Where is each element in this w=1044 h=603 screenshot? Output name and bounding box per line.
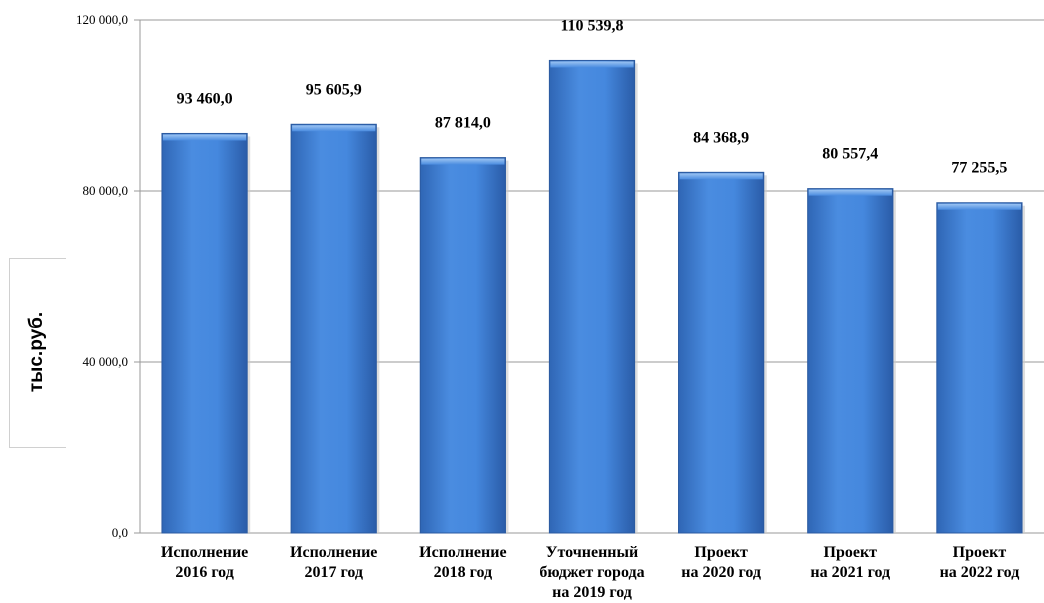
bar-value-label: 77 255,5 [951, 160, 1007, 177]
category-label: Проект на 2020 год [681, 544, 761, 581]
category-label: Проект на 2021 год [810, 544, 890, 581]
category-label: Уточненный бюджет города на 2019 год [539, 544, 644, 601]
bar-value-label: 80 557,4 [822, 146, 878, 163]
bar [161, 132, 248, 534]
bar [290, 123, 377, 534]
y-axis-title-box [9, 258, 66, 448]
bar-value-label: 87 814,0 [435, 115, 491, 132]
bar-value-label: 110 539,8 [560, 17, 623, 34]
bar-value-label: 93 460,0 [177, 90, 233, 107]
bar-highlight [937, 203, 1022, 210]
bar [548, 59, 636, 534]
bar [936, 202, 1023, 534]
bar [678, 171, 765, 534]
bar-highlight [292, 125, 376, 132]
bar-highlight [162, 134, 247, 141]
y-tick-label: 40 000,0 [83, 354, 129, 369]
bar-highlight [550, 61, 634, 68]
category-label: Исполнение 2016 год [161, 544, 248, 581]
y-tick-label: 80 000,0 [83, 183, 129, 198]
bar [419, 157, 506, 534]
y-tick-label: 0,0 [112, 525, 128, 540]
bar-highlight [808, 189, 892, 196]
bar [807, 188, 894, 534]
bar-value-label: 95 605,9 [306, 81, 362, 98]
bar-value-label: 84 368,9 [693, 129, 749, 146]
category-label: Исполнение 2017 год [290, 544, 377, 581]
bar-highlight [421, 158, 505, 165]
y-tick-label: 120 000,0 [76, 12, 128, 27]
category-label: Исполнение 2018 год [419, 544, 506, 581]
bar-highlight [679, 173, 763, 180]
category-label: Проект на 2022 год [940, 544, 1020, 581]
